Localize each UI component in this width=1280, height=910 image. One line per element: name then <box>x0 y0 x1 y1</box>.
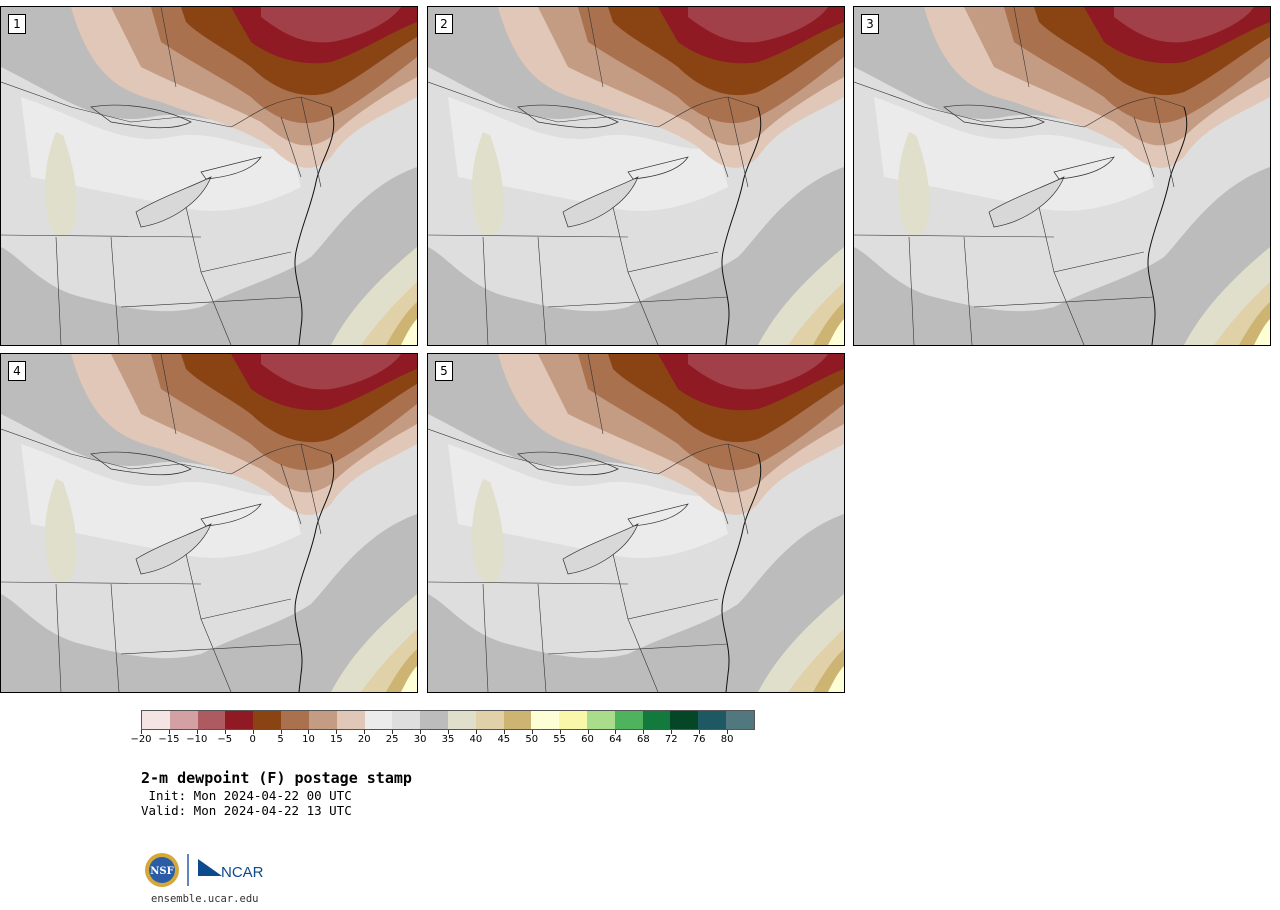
colorbar-tick <box>559 730 561 734</box>
colorbar-segment <box>364 711 393 729</box>
member-label: 4 <box>8 361 26 381</box>
member-panel-1[interactable]: 1 <box>0 6 418 346</box>
member-label: 2 <box>435 14 453 34</box>
colorbar-tick-label: 45 <box>497 734 511 745</box>
colorbar-tick <box>727 730 729 734</box>
colorbar-segment <box>420 711 448 729</box>
colorbar-segment <box>447 711 476 729</box>
dewpoint-map <box>854 7 1270 345</box>
colorbar-tick <box>280 730 282 734</box>
colorbar-segment <box>225 711 254 729</box>
colorbar-segment <box>197 711 226 729</box>
nsf-ncar-logo: NSF NCAR <box>144 850 274 890</box>
colorbar-segment <box>336 711 365 729</box>
colorbar-tick <box>141 730 142 734</box>
colorbar-tick-label: 25 <box>385 734 399 745</box>
colorbar-tick <box>615 730 617 734</box>
svg-text:NSF: NSF <box>150 866 173 877</box>
colorbar-tick <box>671 730 673 734</box>
colorbar-tick-label: 64 <box>609 734 622 745</box>
colorbar-tick <box>308 730 310 734</box>
colorbar-tick-labels: −20 −15 −10 −5 0 5 10 15 20 25 30 35 40 45 50 55 60 64 68 7… <box>130 730 755 748</box>
colorbar-tick <box>336 730 338 734</box>
dewpoint-map <box>428 7 844 345</box>
colorbar-segment <box>531 711 560 729</box>
colorbar-tick <box>168 730 170 734</box>
colorbar-segment <box>642 711 671 729</box>
colorbar-tick <box>531 730 533 734</box>
colorbar-tick <box>699 730 701 734</box>
colorbar-tick-label: 20 <box>357 734 371 745</box>
colorbar-tick-label: 15 <box>329 734 343 745</box>
product-title: 2-m dewpoint (F) postage stamp <box>141 769 412 787</box>
colorbar-tick <box>643 730 645 734</box>
colorbar-tick-label: 35 <box>441 734 455 745</box>
colorbar-tick <box>475 730 477 734</box>
colorbar-tick-label: −10 <box>186 734 208 745</box>
footer-url[interactable]: ensemble.ucar.edu <box>151 893 259 905</box>
colorbar-tick-label: 50 <box>525 734 539 745</box>
member-panel-4[interactable]: 4 <box>0 353 418 693</box>
colorbar-segment <box>698 711 727 729</box>
colorbar-tick-label: 30 <box>413 734 427 745</box>
colorbar-tick-label: 72 <box>664 734 678 745</box>
colorbar-tick-label: 60 <box>581 734 594 745</box>
valid-time: Valid: Mon 2024-04-22 13 UTC <box>141 803 352 818</box>
member-label: 3 <box>861 14 879 34</box>
colorbar-tick-label: −5 <box>217 734 233 745</box>
colorbar-tick <box>448 730 449 734</box>
member-panel-2[interactable]: 2 <box>427 6 845 346</box>
colorbar-tick-label: 68 <box>636 734 650 745</box>
colorbar-tick-label: 80 <box>720 734 734 745</box>
colorbar-tick <box>587 730 589 734</box>
colorbar-segment <box>169 711 198 729</box>
member-panel-3[interactable]: 3 <box>853 6 1271 346</box>
colorbar-tick <box>420 730 422 734</box>
colorbar-tick-label: 10 <box>302 734 315 745</box>
member-label: 5 <box>435 361 453 381</box>
dewpoint-map <box>1 7 417 345</box>
init-time: Init: Mon 2024-04-22 00 UTC <box>141 788 352 803</box>
colorbar <box>141 710 755 730</box>
member-label: 1 <box>8 14 26 34</box>
colorbar-tick <box>503 730 505 734</box>
colorbar-tick <box>196 730 198 734</box>
colorbar-segment <box>142 711 170 729</box>
colorbar-segment <box>281 711 309 729</box>
colorbar-tick-label: 76 <box>692 734 706 745</box>
colorbar-segment <box>308 711 337 729</box>
colorbar-segment <box>392 711 421 729</box>
colorbar-tick <box>392 730 394 734</box>
colorbar-tick-label: −15 <box>158 734 180 745</box>
dewpoint-map <box>1 354 417 692</box>
colorbar-segment <box>503 711 532 729</box>
colorbar-tick <box>224 730 226 734</box>
svg-text:NCAR: NCAR <box>221 864 264 881</box>
dewpoint-map <box>428 354 844 692</box>
colorbar-tick-label: −20 <box>130 734 152 745</box>
colorbar-segment <box>614 711 643 729</box>
colorbar-segment <box>475 711 504 729</box>
colorbar-segment <box>253 711 282 729</box>
colorbar-tick-label: 40 <box>469 734 483 745</box>
colorbar-segment <box>587 711 615 729</box>
colorbar-tick <box>252 730 254 734</box>
colorbar-tick <box>364 730 366 734</box>
colorbar-segment <box>670 711 699 729</box>
colorbar-tick-label: 55 <box>553 734 566 745</box>
colorbar-segment <box>726 711 754 729</box>
member-panel-5[interactable]: 5 <box>427 353 845 693</box>
colorbar-tick-label: 5 <box>277 734 284 745</box>
colorbar-segment <box>559 711 587 729</box>
colorbar-tick-label: 0 <box>249 734 256 745</box>
